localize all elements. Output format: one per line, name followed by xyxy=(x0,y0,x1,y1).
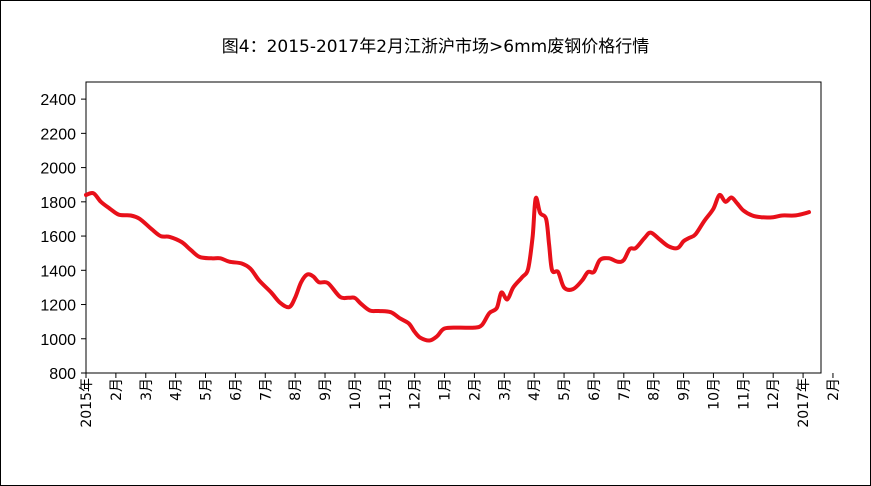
y-axis: 800 1000 1200 1400 1600 1800 2000 2200 2400 xyxy=(40,92,86,383)
plot-area-border xyxy=(85,81,822,374)
x-tick-label: 2月 xyxy=(826,378,842,401)
x-tick-label: 3月 xyxy=(497,378,513,401)
x-tick-label: 5月 xyxy=(199,378,215,401)
x-tick-label: 4月 xyxy=(527,378,543,401)
x-tick-label: 9月 xyxy=(318,378,334,401)
x-tick-label: 11月 xyxy=(736,378,752,410)
y-tick-label: 2200 xyxy=(40,126,76,143)
x-tick-label: 2月 xyxy=(467,378,483,401)
x-tick-label: 4月 xyxy=(169,378,185,401)
x-tick-label: 5月 xyxy=(557,378,573,401)
y-tick-label: 2400 xyxy=(40,92,76,109)
x-tick-label: 7月 xyxy=(258,378,274,401)
x-tick-label: 10月 xyxy=(348,378,364,410)
x-axis: 2015年 2月 3月 4月 5月 6月 7月 8月 9月 10月 11月 12月 1月 2月 3月 4月 5月… xyxy=(79,373,842,428)
y-tick-label: 1400 xyxy=(40,263,76,280)
y-tick-label: 2000 xyxy=(40,161,76,178)
x-tick-label: 2015年 xyxy=(79,378,95,428)
x-tick-label: 12月 xyxy=(766,378,782,410)
y-tick-label: 1000 xyxy=(40,332,76,349)
x-tick-label: 6月 xyxy=(587,378,603,401)
x-tick-label: 6月 xyxy=(228,378,244,401)
chart-title: 图4：2015-2017年2月江浙沪市场>6mm废钢价格行情 xyxy=(221,37,650,57)
x-tick-label: 3月 xyxy=(139,378,155,401)
x-tick-label: 1月 xyxy=(438,378,454,401)
y-tick-label: 1600 xyxy=(40,229,76,246)
y-tick-label: 800 xyxy=(49,366,76,383)
x-tick-label: 9月 xyxy=(677,378,693,401)
x-tick-label: 8月 xyxy=(288,378,304,401)
series-line-price xyxy=(84,191,811,343)
y-tick-label: 1200 xyxy=(40,298,76,315)
x-tick-label: 8月 xyxy=(647,378,663,401)
x-tick-label: 11月 xyxy=(378,378,394,410)
x-tick-label: 10月 xyxy=(706,378,722,410)
x-tick-label: 12月 xyxy=(408,378,424,410)
y-tick-label: 1800 xyxy=(40,195,76,212)
x-tick-label: 2017年 xyxy=(796,378,812,428)
x-tick-label: 7月 xyxy=(617,378,633,401)
x-tick-label: 2月 xyxy=(109,378,125,401)
